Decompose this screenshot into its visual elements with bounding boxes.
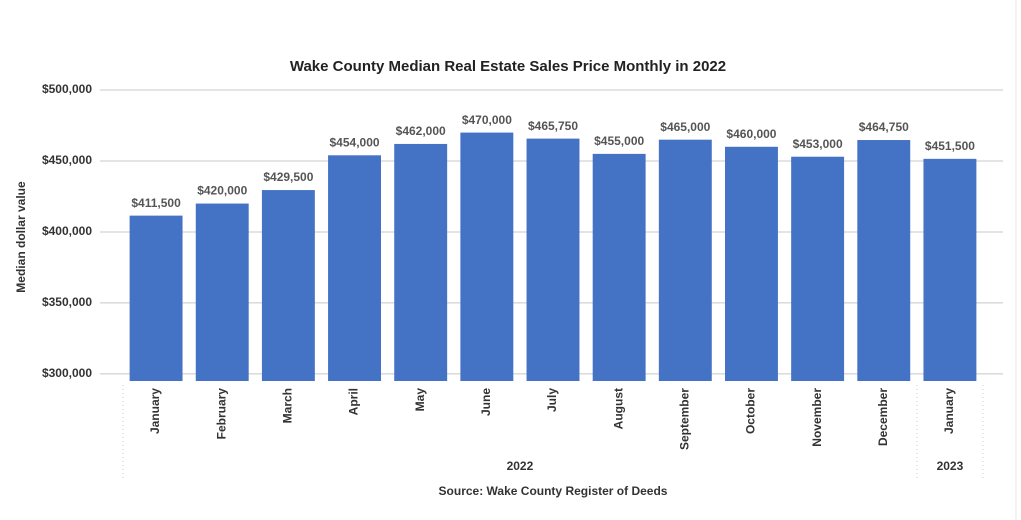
value-label: $455,000 [594, 134, 644, 148]
x-tick-label: May [413, 388, 427, 412]
bar [791, 156, 845, 381]
value-label: $465,000 [660, 120, 710, 134]
chart-title: Wake County Median Real Estate Sales Pri… [290, 58, 726, 75]
x-group-label: 2022 [507, 459, 534, 473]
value-label: $470,000 [462, 113, 512, 127]
value-label: $460,000 [726, 127, 776, 141]
x-tick-label: September [677, 388, 691, 450]
bar [725, 146, 778, 381]
x-group-label: 2023 [937, 459, 964, 473]
bar [195, 203, 249, 381]
value-label: $451,500 [925, 139, 975, 153]
bar [857, 140, 911, 381]
bar [460, 132, 514, 381]
value-label: $464,750 [859, 120, 909, 134]
bar [129, 215, 183, 381]
y-tick-label: $300,000 [42, 366, 92, 380]
value-label: $453,000 [793, 137, 843, 151]
bar [923, 158, 977, 381]
value-label: $429,500 [263, 170, 313, 184]
bar [261, 190, 315, 381]
bar [526, 138, 580, 381]
x-tick-label: February [214, 388, 228, 440]
x-tick-label: June [479, 388, 493, 416]
x-tick-label: April [347, 388, 361, 415]
source: Source: Wake County Register of Deeds [439, 484, 668, 498]
x-tick-label: March [281, 388, 295, 423]
y-tick-label: $400,000 [42, 224, 92, 238]
value-label: $462,000 [396, 124, 446, 138]
x-tick-label: December [876, 388, 890, 446]
bar [394, 143, 448, 381]
x-tick-label: July [545, 388, 559, 412]
y-tick-label: $500,000 [42, 82, 92, 96]
x-tick-label: January [942, 388, 956, 434]
value-label: $420,000 [197, 184, 247, 198]
bar [592, 153, 646, 381]
y-tick-label: $450,000 [42, 153, 92, 167]
x-tick-label: January [148, 388, 162, 434]
y-axis-label: Median dollar value [14, 181, 28, 293]
bar [328, 155, 381, 381]
value-label: $411,500 [131, 196, 181, 210]
value-label: $454,000 [330, 135, 380, 149]
value-label: $465,750 [528, 119, 578, 133]
x-tick-label: November [810, 388, 824, 447]
x-tick-label: August [611, 388, 625, 429]
x-tick-label: October [744, 388, 758, 434]
bar [658, 139, 712, 381]
y-tick-label: $350,000 [42, 295, 92, 309]
